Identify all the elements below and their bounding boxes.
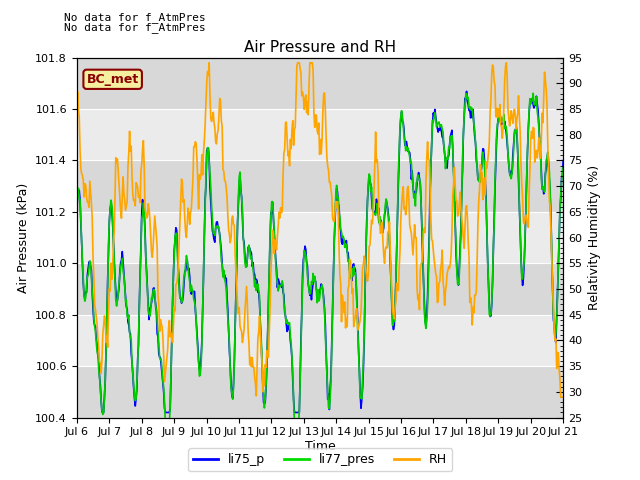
RH — [294, 60, 301, 66]
RH — [399, 191, 406, 197]
li75_p — [199, 308, 207, 313]
li77_pres — [529, 90, 537, 96]
li77_pres — [199, 306, 207, 312]
Line: RH: RH — [77, 63, 563, 397]
RH — [159, 334, 166, 340]
li77_pres — [440, 143, 447, 149]
Bar — [77, 58, 563, 109]
Bar — [77, 315, 563, 366]
li77_pres — [73, 206, 81, 212]
Text: BC_met: BC_met — [86, 73, 139, 86]
Bar — [77, 264, 563, 315]
Bar — [77, 160, 563, 212]
Line: li75_p: li75_p — [77, 91, 563, 412]
RH — [557, 394, 564, 400]
RH — [360, 253, 368, 259]
Bar — [77, 366, 563, 418]
li75_p — [294, 409, 301, 415]
li77_pres — [399, 113, 406, 119]
Legend: li75_p, li77_pres, RH: li75_p, li77_pres, RH — [188, 448, 452, 471]
RH — [559, 394, 567, 400]
Bar — [77, 212, 563, 264]
li77_pres — [559, 164, 567, 170]
li77_pres — [294, 420, 301, 426]
RH — [198, 152, 205, 158]
li75_p — [440, 143, 447, 149]
RH — [205, 60, 213, 66]
li75_p — [463, 88, 470, 94]
li75_p — [559, 157, 567, 163]
Title: Air Pressure and RH: Air Pressure and RH — [244, 40, 396, 55]
li77_pres — [360, 330, 368, 336]
li75_p — [160, 389, 168, 395]
li75_p — [360, 334, 368, 340]
li75_p — [99, 409, 107, 415]
Bar — [77, 109, 563, 160]
RH — [73, 114, 81, 120]
li77_pres — [161, 420, 169, 426]
li75_p — [399, 118, 406, 124]
Y-axis label: Air Pressure (kPa): Air Pressure (kPa) — [17, 182, 30, 293]
RH — [440, 287, 447, 292]
li75_p — [73, 209, 81, 215]
Y-axis label: Relativity Humidity (%): Relativity Humidity (%) — [588, 165, 601, 310]
Text: No data for f_AtmPres: No data for f_AtmPres — [64, 12, 205, 23]
Text: No data for f_AtmPres: No data for f_AtmPres — [64, 22, 205, 33]
Line: li77_pres: li77_pres — [77, 93, 563, 423]
li77_pres — [159, 378, 166, 384]
X-axis label: Time: Time — [305, 440, 335, 453]
